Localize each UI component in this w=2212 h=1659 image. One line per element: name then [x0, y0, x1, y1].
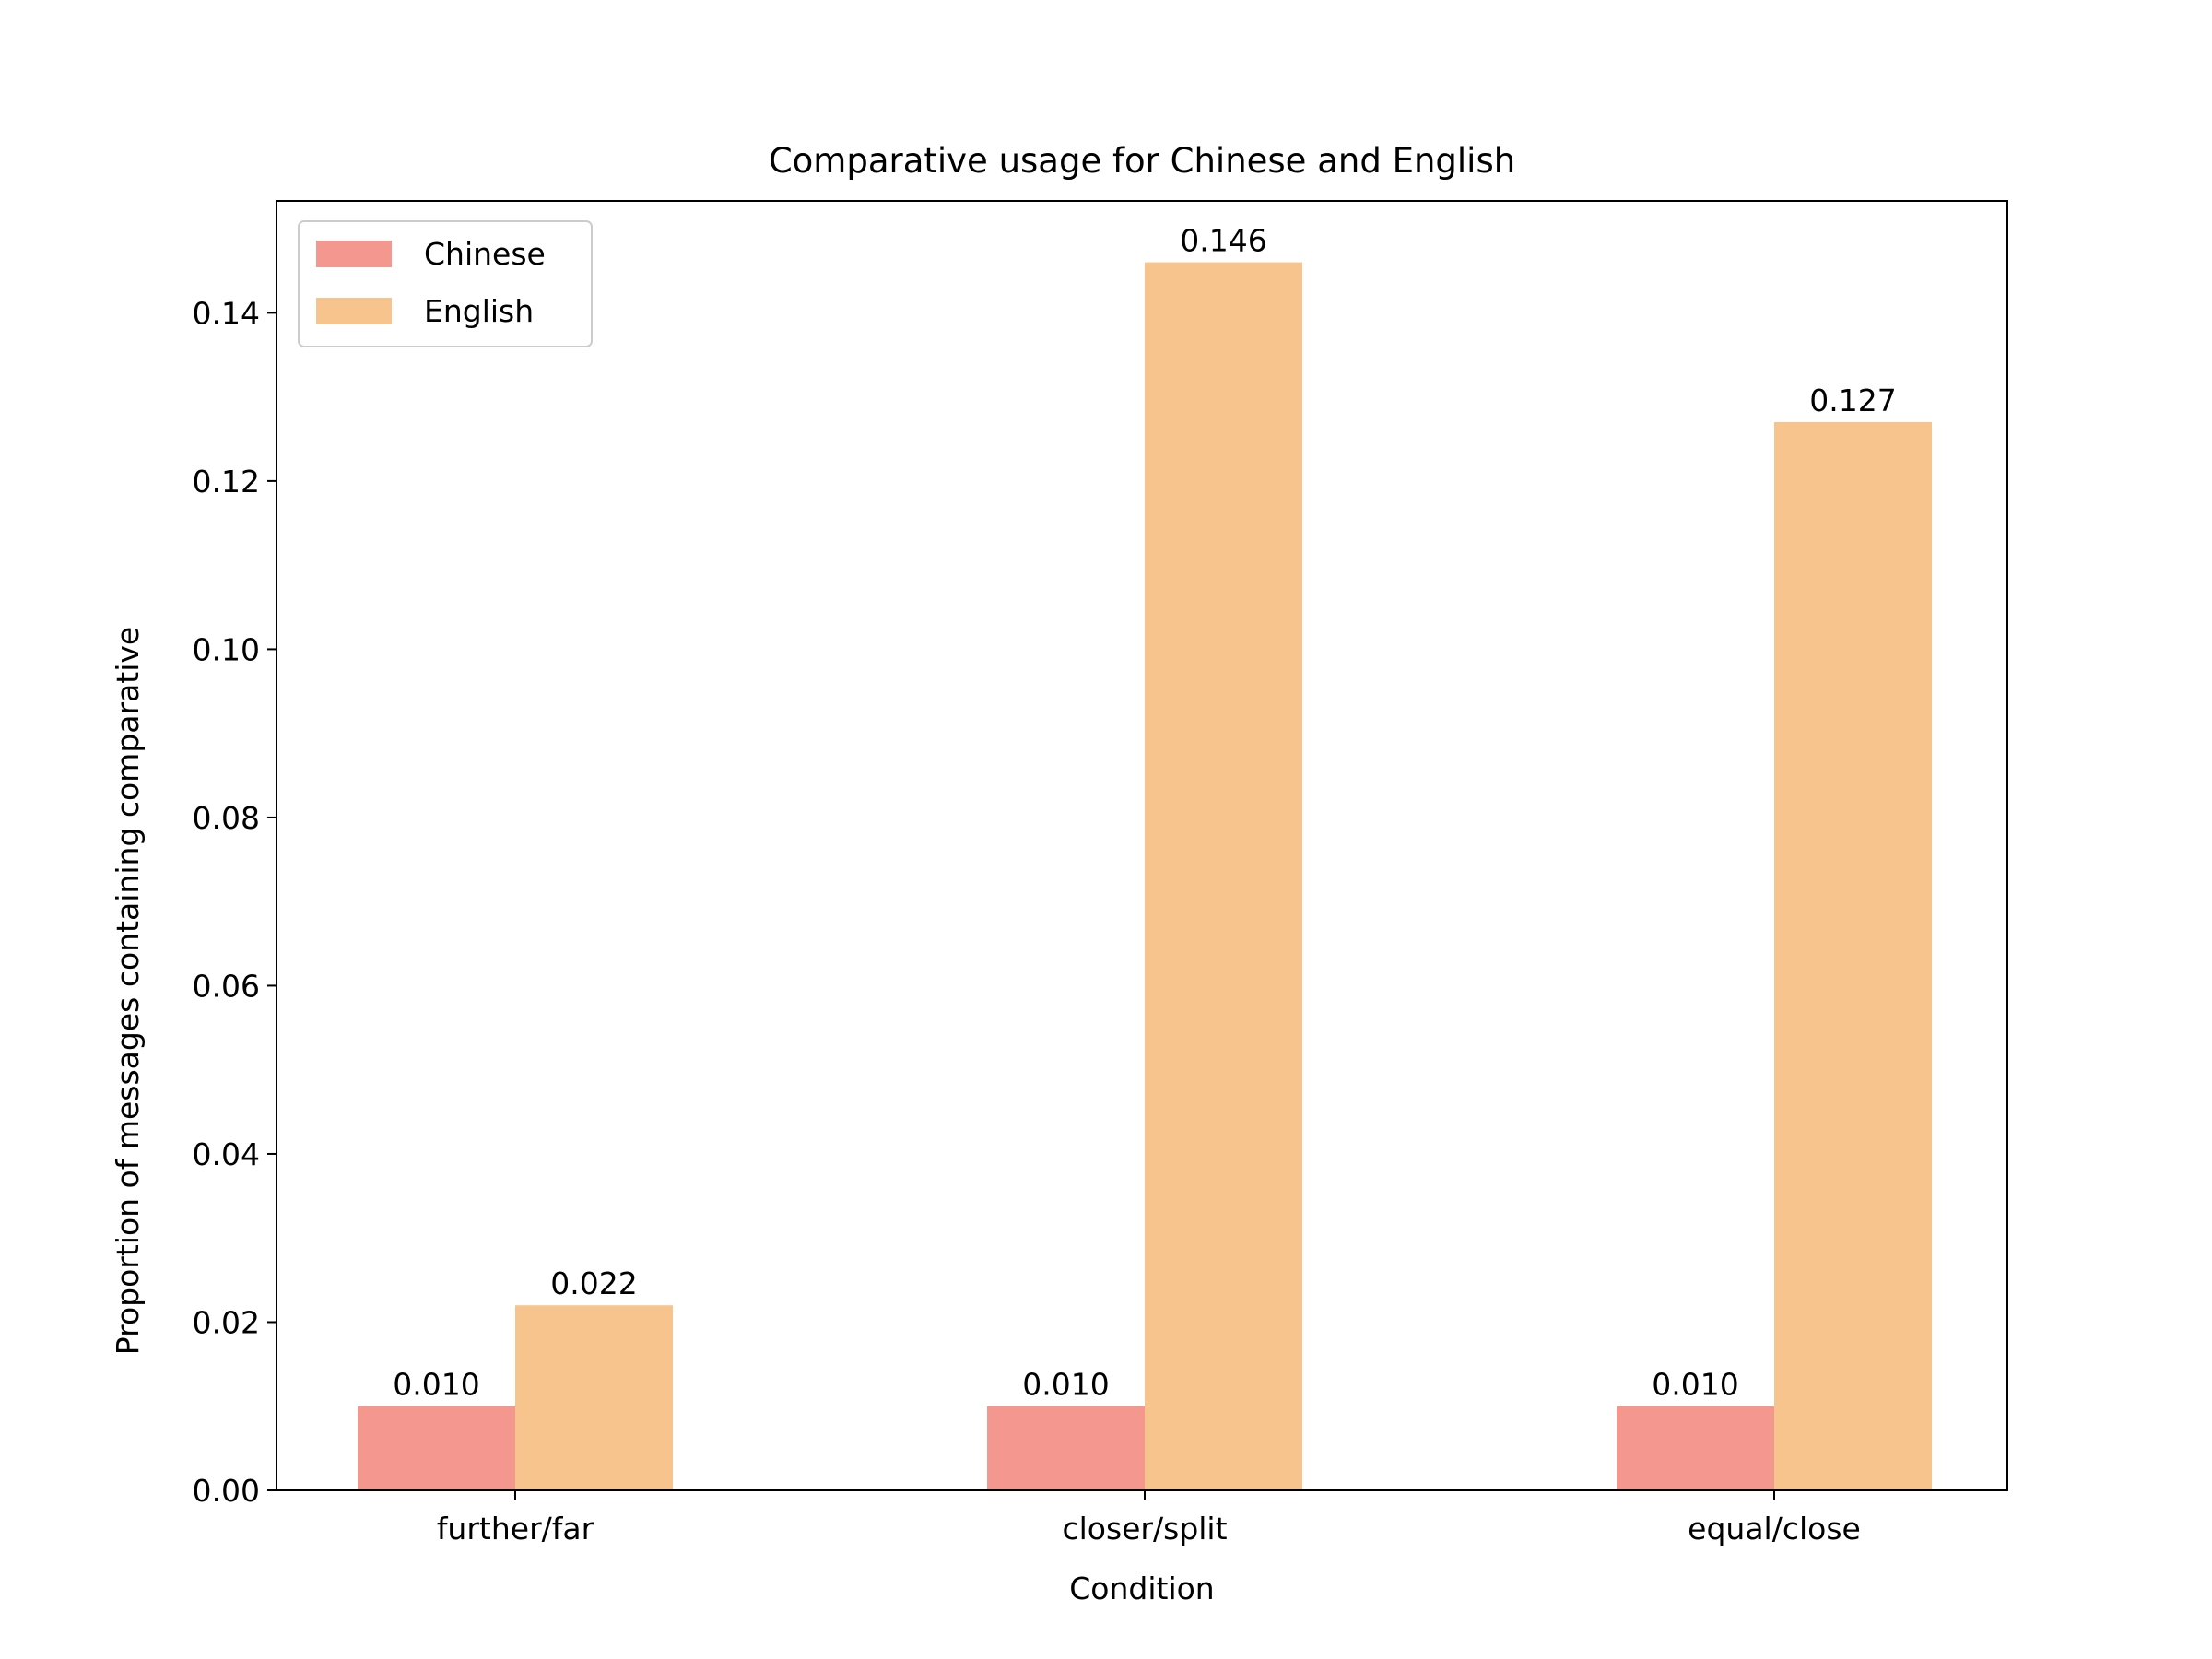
legend-swatch-english [316, 298, 392, 324]
y-tick-label: 0.06 [193, 968, 260, 1004]
y-tick-label: 0.02 [193, 1305, 260, 1341]
bar-value-label: 0.010 [1652, 1367, 1738, 1403]
bar-value-label: 0.010 [393, 1367, 479, 1403]
plot-frame [276, 200, 2008, 1491]
bar-value-label: 0.146 [1180, 223, 1266, 259]
bar-english-1 [515, 1305, 673, 1490]
legend-swatch-chinese [316, 241, 392, 267]
bar-english-3 [1774, 422, 1932, 1490]
plot-area: 0.010 0.010 0.010 0.022 0.146 0.127 0.00 0.02 0.… [193, 200, 2008, 1547]
bar-value-label: 0.127 [1809, 382, 1896, 418]
x-tick-label: further/far [437, 1511, 594, 1547]
y-tick-label: 0.08 [193, 800, 260, 836]
y-tick-label: 0.10 [193, 631, 260, 667]
bar-chinese-1 [358, 1406, 515, 1490]
legend-label-chinese: Chinese [424, 236, 546, 272]
x-tick-label: equal/close [1688, 1511, 1861, 1547]
x-tick-label: closer/split [1062, 1511, 1227, 1547]
bar-value-label: 0.010 [1022, 1367, 1109, 1403]
y-tick-label: 0.12 [193, 464, 260, 500]
y-tick-label: 0.04 [193, 1136, 260, 1172]
bar-value-label: 0.022 [550, 1265, 637, 1301]
y-axis-label: Proportion of messages containing compar… [110, 627, 146, 1355]
x-axis-label: Condition [1069, 1571, 1214, 1606]
chart-title: Comparative usage for Chinese and Englis… [769, 141, 1515, 181]
y-tick-label: 0.00 [193, 1473, 260, 1509]
bar-english-2 [1145, 262, 1302, 1491]
bar-chinese-3 [1617, 1406, 1774, 1490]
y-tick-label: 0.14 [193, 295, 260, 331]
bar-chinese-2 [987, 1406, 1145, 1490]
legend-label-english: English [424, 293, 534, 329]
